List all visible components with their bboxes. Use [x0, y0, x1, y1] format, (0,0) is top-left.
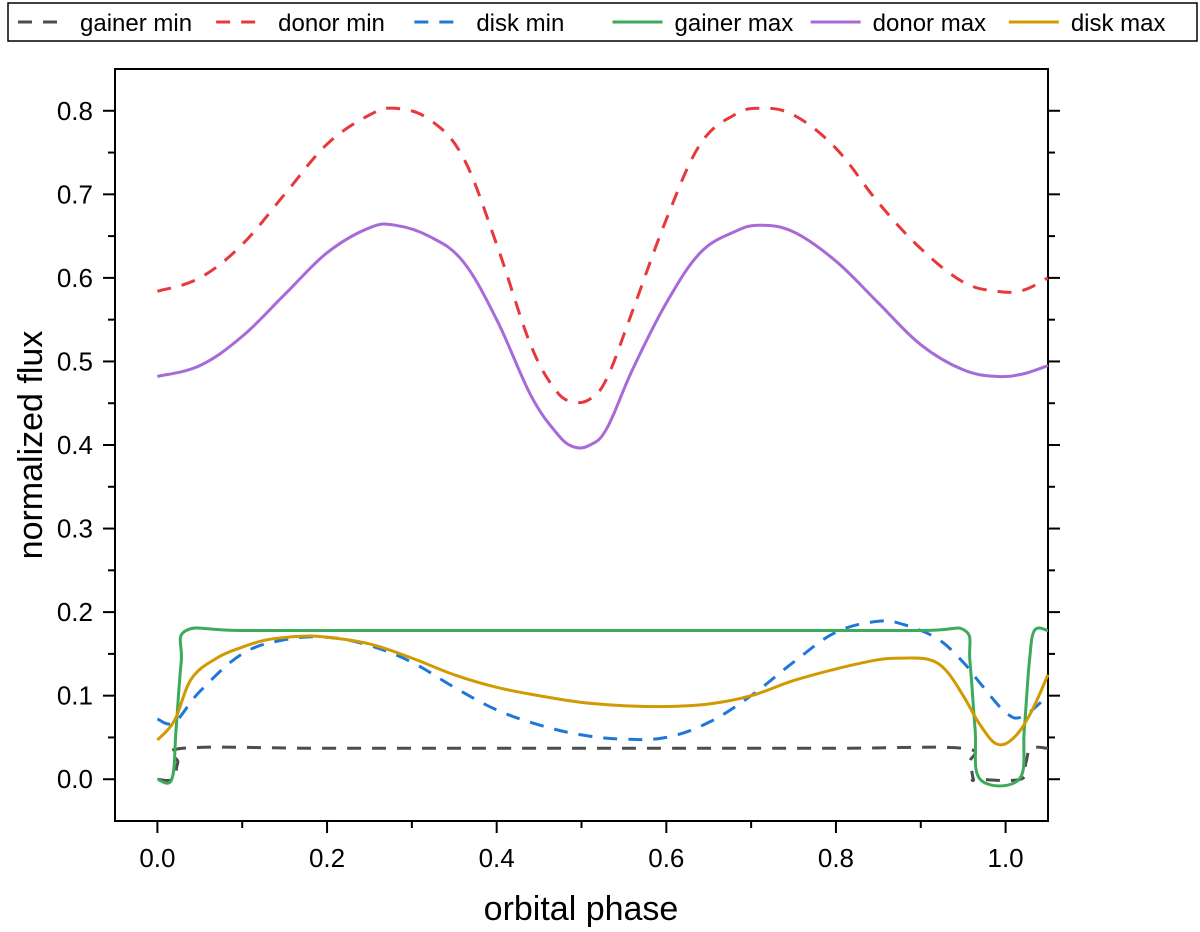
- y-tick-label: 0.5: [57, 346, 93, 376]
- legend-label: donor max: [873, 10, 986, 37]
- x-tick-label: 0.6: [648, 843, 684, 873]
- x-tick-label: 0.8: [818, 843, 854, 873]
- legend: gainer min donor min disk min gainer max don…: [7, 2, 1198, 42]
- series-line-disk-max: [156, 634, 1050, 747]
- legend-label: donor min: [278, 10, 385, 37]
- x-axis-title: orbital phase: [484, 890, 679, 928]
- y-tick-label: 0.2: [57, 597, 93, 627]
- legend-label: gainer max: [675, 10, 794, 37]
- y-tick-label: 0.8: [57, 96, 93, 126]
- series-line-gainer-min: [157, 745, 1049, 783]
- y-tick-label: 0.0: [57, 764, 93, 794]
- series-line-donor-max: [157, 222, 1049, 450]
- legend-label: disk max: [1071, 10, 1166, 37]
- legend-label: gainer min: [80, 10, 192, 37]
- series-line-disk-min: [156, 619, 1049, 742]
- x-tick-label: 0.0: [139, 843, 175, 873]
- axes-layer: 0.0 0.2 0.4 0.6 0.8 1.0 0.0 0.1 0.2 0.3 0.4 0.5 0.6 0…: [57, 96, 1060, 873]
- y-tick-label: 0.4: [57, 430, 93, 460]
- x-tick-label: 0.2: [309, 843, 345, 873]
- y-tick-label: 0.7: [57, 179, 93, 209]
- series-line-donor-min: [156, 106, 1049, 405]
- series-line-gainer-max: [156, 626, 1049, 788]
- plot-area: [114, 68, 1049, 822]
- y-axis-title: normalized flux: [12, 331, 50, 560]
- x-tick-label: 0.4: [479, 843, 515, 873]
- legend-box: [7, 2, 1198, 42]
- legend-label: disk min: [476, 10, 564, 37]
- y-tick-label: 0.1: [57, 681, 93, 711]
- x-tick-label: 1.0: [988, 843, 1024, 873]
- y-tick-label: 0.3: [57, 514, 93, 544]
- y-tick-label: 0.6: [57, 263, 93, 293]
- series-layer: [156, 106, 1050, 788]
